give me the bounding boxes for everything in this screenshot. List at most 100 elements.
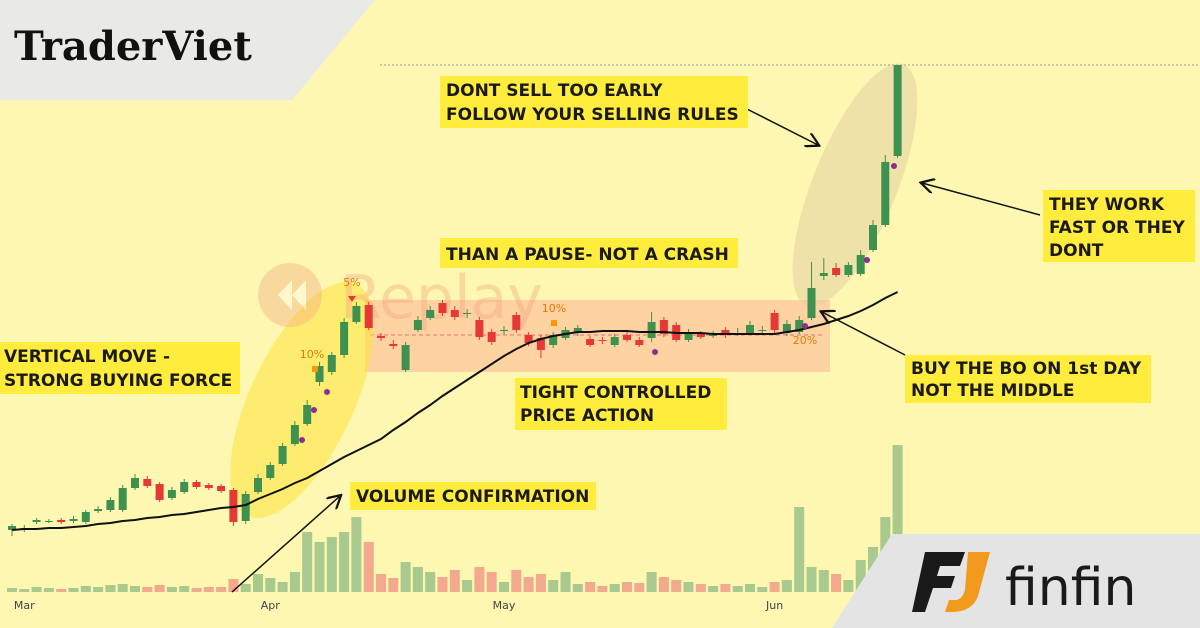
candle-body: [413, 320, 422, 330]
volume-bar: [499, 582, 509, 592]
candle-body: [401, 345, 410, 370]
volume-bar: [19, 589, 30, 592]
annotation-text: NOT THE MIDDLE: [911, 381, 1074, 401]
candle-body: [832, 268, 841, 275]
candle-body: [623, 335, 631, 340]
signal-label: 20%: [793, 334, 817, 347]
candle-body: [377, 336, 385, 338]
candle-body: [856, 255, 865, 274]
signal-label: 10%: [542, 302, 566, 315]
candle-body: [8, 526, 16, 530]
volume-bar: [425, 572, 436, 592]
volume-bar: [843, 580, 854, 592]
volume-bar: [314, 542, 325, 592]
logo-badge: finfin: [832, 534, 1200, 628]
candle-body: [635, 340, 644, 345]
candle-body: [155, 484, 164, 500]
candle-body: [44, 521, 53, 522]
volume-bar: [818, 570, 829, 592]
candle-body: [118, 488, 127, 510]
volume-bar: [535, 574, 546, 592]
volume-bar: [511, 570, 522, 592]
volume-bar: [68, 588, 79, 592]
candle-body: [746, 325, 754, 333]
volume-bar: [203, 587, 214, 592]
brand-name: TraderViet: [14, 23, 252, 70]
candle-body: [426, 310, 435, 318]
candle-body: [709, 335, 718, 336]
candle-body: [524, 335, 533, 343]
volume-bar: [93, 587, 104, 592]
volume-bar: [179, 586, 190, 592]
volume-bar: [7, 588, 17, 592]
annotation-text: FAST OR THEY: [1049, 218, 1185, 238]
plot: Mar Apr May Jun: [7, 65, 903, 612]
volume-bar: [388, 578, 399, 592]
candle-body: [241, 494, 250, 521]
logo-text: finfin: [1005, 558, 1136, 618]
candle-body: [180, 482, 189, 492]
annotation: THAN A PAUSE- NOT A CRASH: [440, 238, 738, 268]
candle-body: [475, 320, 484, 337]
volume-bar: [572, 584, 583, 592]
arrow: [922, 183, 1041, 216]
arrow: [231, 496, 340, 593]
volume-bar: [597, 586, 608, 592]
signal-marker: [551, 320, 557, 326]
annotation: BUY THE BO ON 1st DAY NOT THE MIDDLE: [905, 355, 1151, 403]
candle-body: [598, 340, 607, 341]
volume-bar: [253, 574, 263, 592]
volume-bar: [400, 562, 411, 592]
volume-bar: [609, 584, 620, 592]
annotation-text: THEY WORK: [1049, 195, 1165, 215]
candle-body: [536, 338, 545, 350]
candle-body: [450, 310, 459, 317]
annotation: DONT SELL TOO EARLY FOLLOW YOUR SELLING …: [440, 76, 748, 128]
signal-dots: [299, 163, 897, 443]
candle-body: [217, 486, 226, 491]
annotation-text: THAN A PAUSE- NOT A CRASH: [446, 245, 729, 265]
dot: [299, 437, 305, 443]
candle-body: [782, 324, 791, 333]
candle-body: [647, 322, 656, 338]
volume-bar: [622, 582, 632, 592]
dot: [864, 257, 870, 263]
candle-body: [278, 446, 287, 464]
volume-bar: [855, 560, 866, 592]
volume-bar: [43, 588, 54, 592]
volume-bar: [265, 578, 276, 592]
candle-body: [327, 355, 336, 372]
volume-bar: [277, 582, 288, 592]
annotation-text: VOLUME CONFIRMATION: [356, 487, 589, 507]
volume-bar: [228, 579, 239, 592]
candle-body: [438, 303, 447, 313]
dot: [802, 323, 808, 329]
annotation: TIGHT CONTROLLED PRICE ACTION: [515, 378, 727, 430]
volume-bar: [154, 585, 165, 592]
volume-bar: [142, 587, 153, 592]
candle-body: [696, 334, 705, 337]
volume-bar: [437, 577, 448, 592]
volume-bar: [474, 567, 485, 592]
volume-bar: [548, 580, 559, 592]
volume-bar: [130, 586, 140, 592]
volume-bar: [831, 574, 842, 592]
signal-label: 5%: [343, 276, 360, 289]
annotation: VOLUME CONFIRMATION: [350, 482, 596, 510]
candle-body: [266, 465, 275, 478]
highlight-ellipse: [792, 63, 918, 307]
volume-bar: [585, 582, 596, 592]
volume-bar: [56, 589, 67, 592]
volume-bar: [794, 507, 805, 592]
candle-body: [549, 335, 558, 345]
candle-body: [204, 485, 213, 488]
volume-bar: [634, 583, 645, 592]
volume-bar: [757, 587, 768, 592]
volume-bar: [769, 582, 780, 592]
moving-average: [11, 291, 899, 531]
volume-bar: [695, 584, 706, 592]
candle-body: [844, 265, 853, 275]
annotation-text: DONT SELL TOO EARLY: [446, 81, 663, 101]
